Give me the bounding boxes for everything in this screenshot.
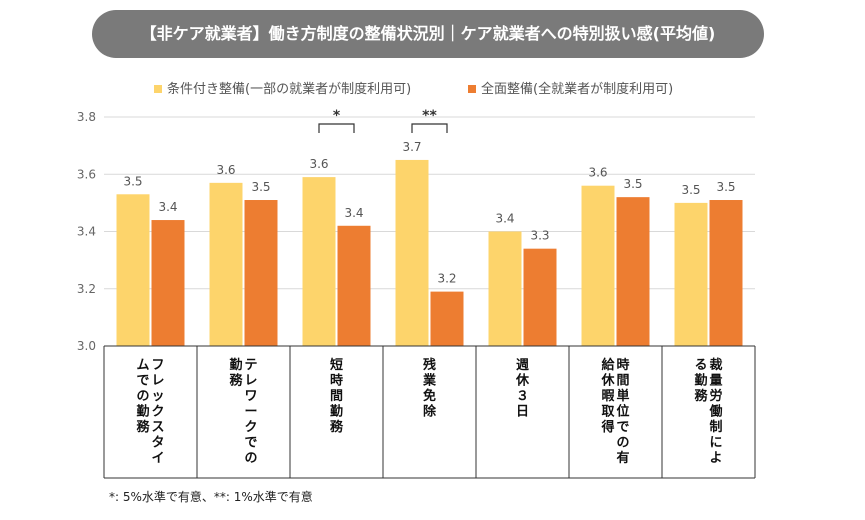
y-tick-label: 3.6: [77, 167, 96, 181]
bar: [395, 159, 429, 346]
data-label: 3.5: [251, 180, 270, 194]
data-label: 3.6: [309, 157, 328, 171]
category-label: テレワークでの: [244, 358, 257, 466]
category-label: る勤務: [694, 358, 708, 404]
bar: [674, 202, 708, 346]
category-label: 勤務: [229, 357, 243, 389]
data-label: 3.5: [623, 177, 642, 191]
data-label: 3.5: [123, 174, 142, 188]
bar: [488, 231, 522, 346]
data-label: 3.4: [158, 200, 177, 214]
category-label: フレックスタイ: [151, 358, 164, 466]
category-label: 短時間勤務: [330, 357, 344, 435]
data-label: 3.5: [716, 180, 735, 194]
significance-mark: **: [422, 108, 437, 124]
footnote: *: 5%水準で有意、**: 1%水準で有意: [109, 490, 313, 504]
legend-swatch: [154, 85, 162, 93]
y-tick-label: 3.2: [77, 282, 96, 296]
significance-bracket: [411, 123, 448, 133]
data-label: 3.4: [344, 206, 363, 220]
data-label: 3.2: [437, 272, 456, 286]
bar: [337, 225, 371, 346]
category-label: 裁量労働制によ: [708, 357, 722, 466]
category-label: 週休３日: [515, 358, 530, 420]
legend-label: 条件付き整備(一部の就業者が制度利用可): [167, 81, 411, 97]
bar: [209, 182, 243, 346]
data-label: 3.3: [530, 229, 549, 243]
bar: [151, 220, 185, 346]
y-tick-label: 3.0: [77, 339, 96, 353]
bar: [581, 185, 615, 346]
category-label: 給休暇取得: [600, 357, 615, 435]
data-label: 3.6: [216, 163, 235, 177]
bar: [302, 177, 336, 346]
bar: [523, 248, 557, 346]
legend-label: 全面整備(全就業者が制度利用可): [481, 81, 673, 97]
data-label: 3.7: [402, 140, 421, 154]
significance-mark: *: [333, 108, 341, 124]
title-banner: 【非ケア就業者】働き方制度の整備状況別｜ケア就業者への特別扱い感(平均値): [92, 10, 764, 58]
bar: [116, 194, 150, 346]
significance-bracket: [318, 123, 355, 133]
y-tick-label: 3.8: [77, 110, 96, 124]
data-label: 3.5: [681, 183, 700, 197]
legend-swatch: [468, 85, 476, 93]
category-label: 残業免除: [422, 357, 437, 420]
bar: [616, 197, 650, 346]
bar: [709, 200, 743, 346]
data-label: 3.4: [495, 212, 514, 226]
category-label: ムでの勤務: [136, 358, 150, 435]
bar: [244, 200, 278, 346]
y-tick-label: 3.4: [77, 225, 96, 239]
data-label: 3.6: [588, 166, 607, 180]
bar: [430, 291, 464, 346]
category-label: 時間単位での有: [616, 357, 629, 466]
chart-title: 【非ケア就業者】働き方制度の整備状況別｜ケア就業者への特別扱い感(平均値): [140, 24, 716, 43]
